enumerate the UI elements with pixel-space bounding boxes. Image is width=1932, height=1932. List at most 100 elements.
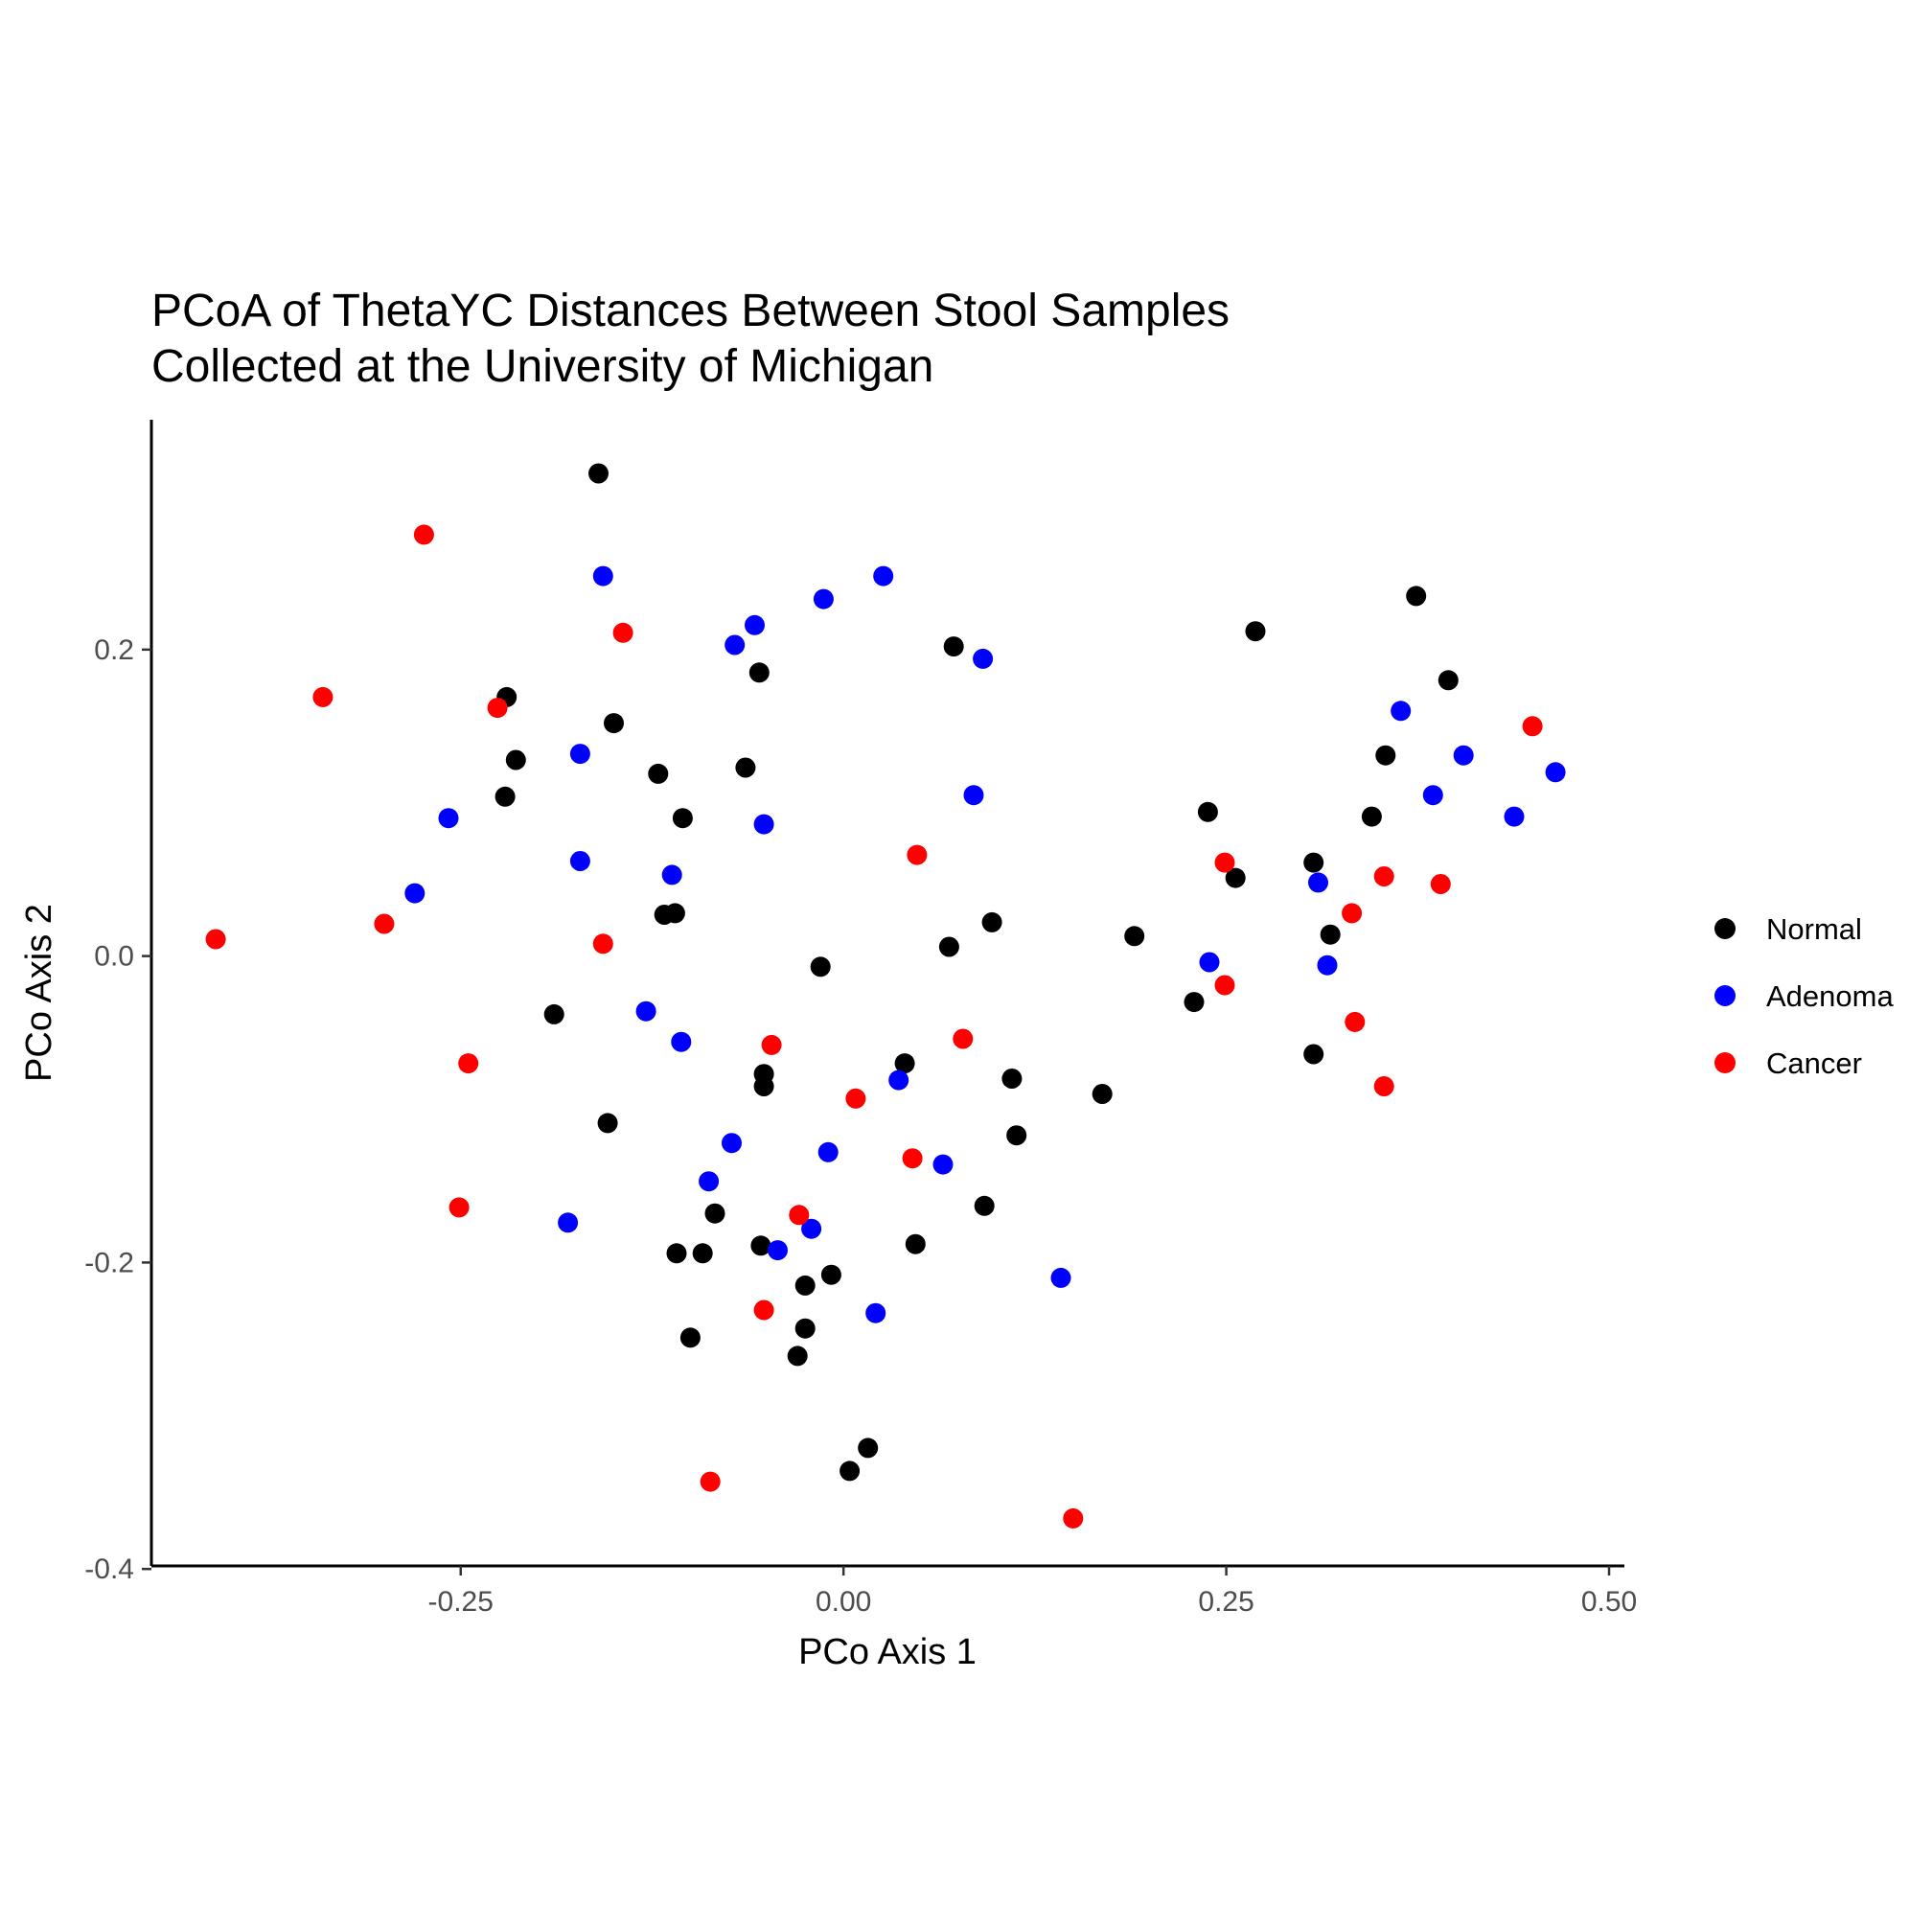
adenoma-point-17 [661, 864, 682, 886]
adenoma-point-3 [813, 588, 834, 610]
legend-label-normal: Normal [1766, 912, 1862, 946]
adenoma-point-9 [1453, 745, 1474, 766]
cancer-point-8 [1373, 866, 1394, 886]
x-axis-title: PCo Axis 1 [798, 1632, 977, 1672]
normal-point-9 [1375, 745, 1396, 766]
adenoma-point-13 [438, 808, 459, 829]
legend-key-cancer [1714, 1052, 1736, 1073]
adenoma-point-14 [1504, 806, 1525, 827]
normal-point-18 [1225, 867, 1246, 888]
adenoma-point-22 [635, 1000, 656, 1022]
cancer-point-21 [902, 1148, 923, 1169]
cancer-point-20 [845, 1088, 866, 1109]
normal-point-16 [1361, 806, 1382, 827]
normal-point-13 [494, 786, 516, 807]
cancer-point-22 [448, 1197, 470, 1218]
normal-point-27 [543, 1003, 564, 1024]
cancer-point-6 [907, 844, 928, 865]
cancer-point-4 [487, 698, 508, 719]
normal-point-14 [1197, 801, 1218, 822]
normal-point-6 [1438, 670, 1459, 691]
cancer-point-9 [1430, 874, 1451, 894]
adenoma-point-12 [1422, 785, 1443, 806]
adenoma-point-4 [745, 614, 765, 635]
x-tick-label: -0.25 [428, 1586, 494, 1618]
adenoma-point-31 [768, 1240, 788, 1261]
adenoma-point-1 [592, 565, 613, 586]
normal-point-28 [1303, 1044, 1324, 1065]
normal-point-34 [597, 1113, 618, 1134]
points-layer [205, 463, 1566, 1529]
normal-point-1 [588, 463, 609, 484]
adenoma-point-2 [873, 565, 894, 586]
y-axis-ticks: -0.4 -0.2 0.0 0.2 [84, 634, 151, 1585]
adenoma-point-24 [888, 1070, 909, 1091]
cancer-point-13 [592, 933, 613, 954]
adenoma-point-7 [1391, 701, 1412, 722]
normal-point-17 [1303, 852, 1324, 873]
adenoma-point-33 [865, 1302, 886, 1323]
adenoma-point-15 [753, 814, 774, 835]
normal-point-40 [692, 1243, 713, 1264]
adenoma-point-28 [699, 1171, 720, 1192]
normal-point-23 [1320, 924, 1341, 945]
normal-point-5 [748, 662, 770, 683]
x-tick-label: 0.50 [1581, 1586, 1637, 1618]
adenoma-point-32 [1050, 1267, 1071, 1288]
normal-point-8 [604, 713, 624, 734]
x-tick-label: 0.00 [816, 1586, 871, 1618]
normal-point-10 [505, 749, 526, 770]
adenoma-point-23 [671, 1031, 692, 1052]
cancer-point-12 [205, 929, 226, 950]
y-tick-label: -0.2 [84, 1247, 134, 1278]
cancer-point-2 [612, 622, 633, 643]
normal-point-11 [735, 757, 756, 778]
cancer-point-15 [1345, 1011, 1366, 1032]
cancer-point-10 [1342, 903, 1363, 924]
normal-point-48 [840, 1460, 861, 1482]
cancer-point-14 [1214, 975, 1235, 996]
adenoma-point-26 [817, 1141, 839, 1162]
normal-point-3 [1245, 621, 1266, 642]
normal-point-25 [810, 956, 831, 978]
adenoma-point-27 [932, 1154, 954, 1175]
legend-key-normal [1714, 918, 1736, 939]
adenoma-point-6 [973, 648, 994, 669]
y-axis-title: PCo Axis 2 [19, 904, 59, 1082]
cancer-point-25 [700, 1471, 721, 1492]
adenoma-point-20 [1199, 952, 1220, 973]
cancer-point-18 [458, 1053, 479, 1074]
normal-point-31 [753, 1076, 774, 1096]
adenoma-point-19 [404, 883, 426, 904]
cancer-point-19 [1373, 1076, 1394, 1096]
normal-point-39 [750, 1235, 771, 1256]
normal-point-45 [679, 1327, 701, 1348]
adenoma-point-21 [1317, 954, 1338, 976]
normal-point-37 [704, 1203, 725, 1224]
cancer-point-5 [1522, 716, 1543, 737]
normal-point-33 [1092, 1084, 1113, 1104]
normal-point-36 [974, 1195, 995, 1216]
normal-point-44 [794, 1318, 816, 1339]
legend-key-adenoma [1714, 985, 1736, 1006]
normal-point-4 [943, 636, 964, 657]
adenoma-point-5 [724, 634, 746, 656]
normal-point-2 [1406, 586, 1427, 607]
cancer-point-3 [312, 686, 334, 707]
legend-label-adenoma: Adenoma [1766, 979, 1894, 1013]
normal-point-22 [1124, 926, 1145, 947]
normal-point-38 [905, 1233, 926, 1254]
adenoma-point-29 [558, 1212, 579, 1233]
normal-point-21 [981, 911, 1002, 932]
x-axis-ticks: -0.25 0.00 0.25 0.50 [428, 1566, 1637, 1618]
normal-point-46 [787, 1346, 808, 1367]
y-tick-label: 0.2 [94, 634, 134, 666]
chart-title-line-2: Collected at the University of Michigan [151, 341, 933, 392]
normal-point-12 [648, 763, 669, 784]
normal-point-32 [1001, 1069, 1023, 1089]
normal-point-35 [1006, 1125, 1027, 1146]
adenoma-point-18 [1308, 872, 1328, 893]
adenoma-point-30 [801, 1218, 822, 1239]
normal-point-42 [820, 1264, 841, 1285]
